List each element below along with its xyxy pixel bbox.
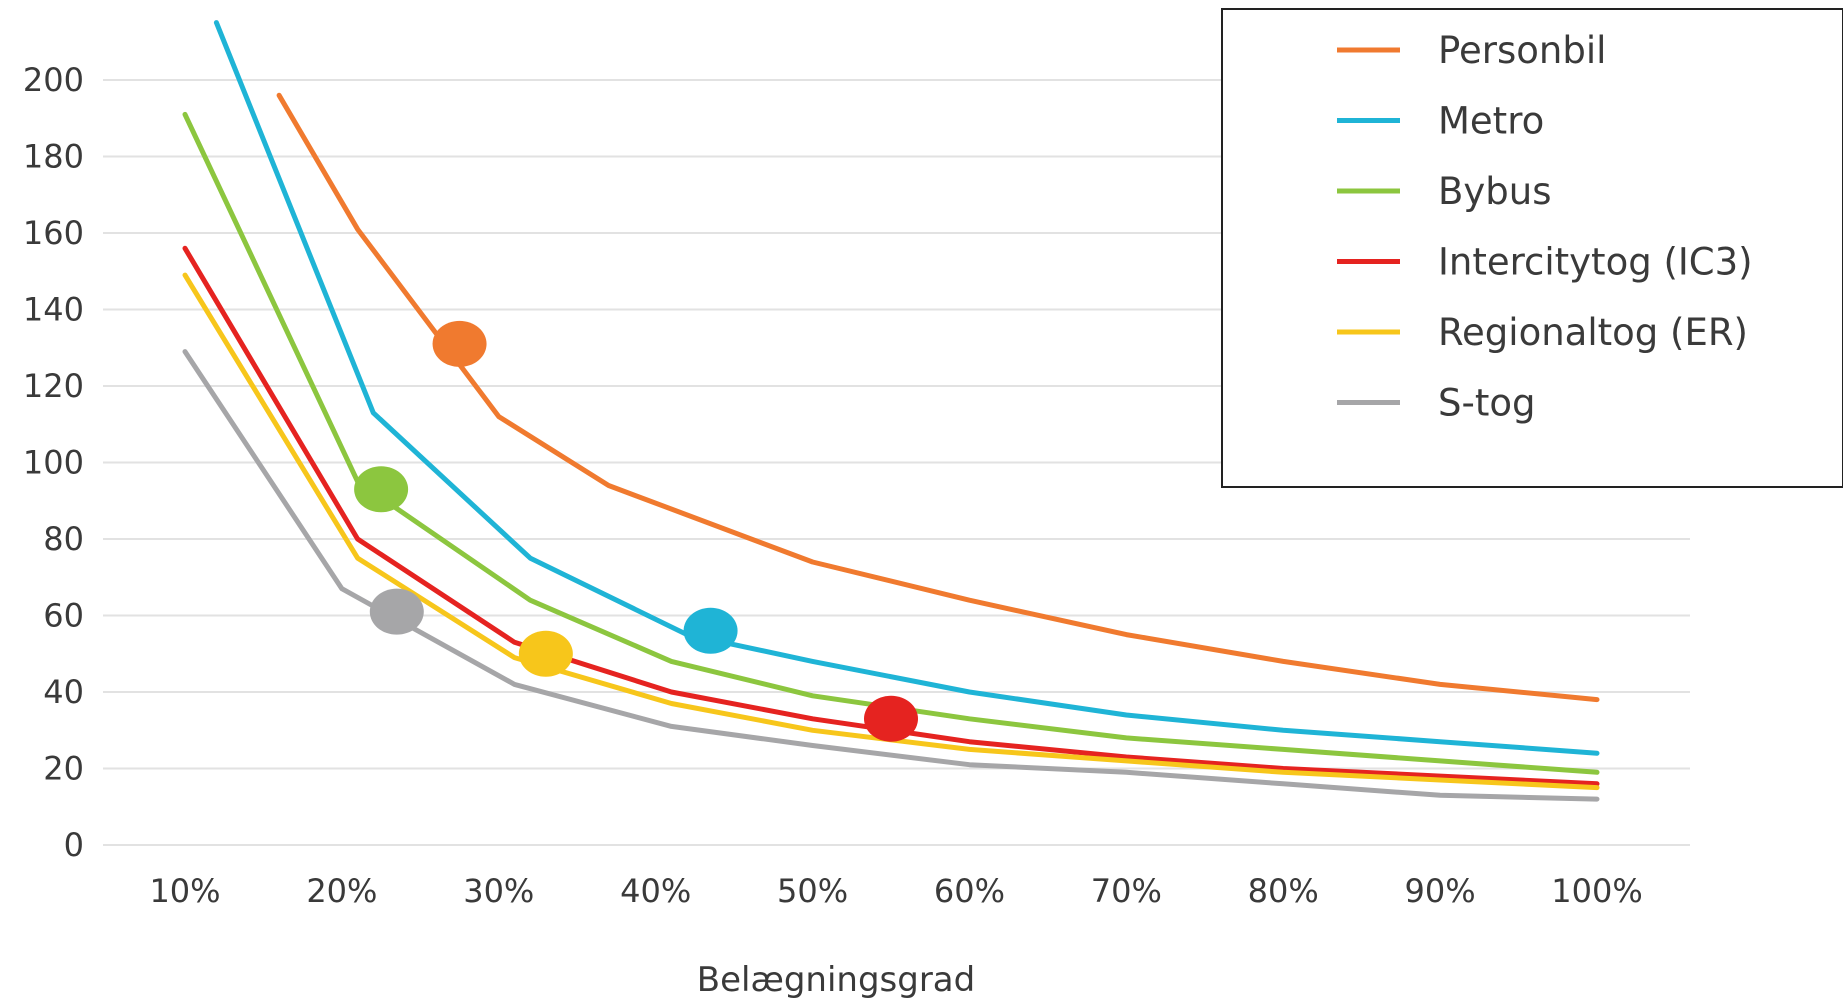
x-tick-label: 30%: [463, 872, 534, 910]
series-line-0: [276, 92, 1600, 703]
y-tick-label: 120: [23, 367, 84, 405]
x-tick-label: 50%: [777, 872, 848, 910]
legend-label-4: Regionaltog (ER): [1438, 311, 1748, 354]
x-tick-label: 60%: [934, 872, 1005, 910]
y-tick-label: 80: [43, 520, 84, 558]
x-tick-label: 100%: [1551, 872, 1642, 910]
legend-box: [1221, 8, 1843, 488]
x-tick-label: 40%: [620, 872, 691, 910]
series-line-1: [213, 20, 1600, 756]
series-markers: [354, 320, 918, 742]
series-marker-4: [518, 630, 573, 677]
x-tick-label: 90%: [1405, 872, 1476, 910]
y-tick-label: 40: [43, 673, 84, 711]
series-marker-5: [369, 588, 424, 635]
legend-label-2: Bybus: [1438, 170, 1552, 213]
legend: Personbil Metro Bybus Intercitytog (IC3) Reg…: [1221, 8, 1843, 488]
y-tick-label: 180: [23, 138, 84, 176]
y-tick-label: 20: [43, 750, 84, 788]
y-tick-label: 140: [23, 291, 84, 329]
series-marker-0: [432, 320, 487, 367]
legend-label-1: Metro: [1438, 100, 1544, 143]
x-tick-label: 70%: [1091, 872, 1162, 910]
x-tick-label: 80%: [1248, 872, 1319, 910]
x-tick-label: 10%: [149, 872, 220, 910]
legend-label-0: Personbil: [1438, 29, 1606, 72]
x-axis-label: Belægningsgrad: [697, 960, 975, 1000]
y-tick-label: 160: [23, 214, 84, 252]
y-tick-label: 100: [23, 444, 84, 482]
y-tick-label: 0: [64, 826, 84, 864]
y-axis-ticks: 0 20 40 60 80 100 120 140 160 180 200: [23, 61, 84, 864]
x-tick-label: 20%: [306, 872, 377, 910]
x-axis-ticks: 10% 20% 30% 40% 50% 60% 70% 80% 90% 100%: [149, 872, 1642, 910]
y-tick-label: 200: [23, 61, 84, 99]
series-marker-2: [354, 466, 409, 513]
legend-label-5: S-tog: [1438, 382, 1535, 425]
y-tick-label: 60: [43, 597, 84, 635]
legend-label-3: Intercitytog (IC3): [1438, 241, 1753, 284]
series-marker-1: [683, 607, 738, 654]
series-marker-3: [864, 695, 918, 742]
series-line-5: [182, 349, 1600, 802]
